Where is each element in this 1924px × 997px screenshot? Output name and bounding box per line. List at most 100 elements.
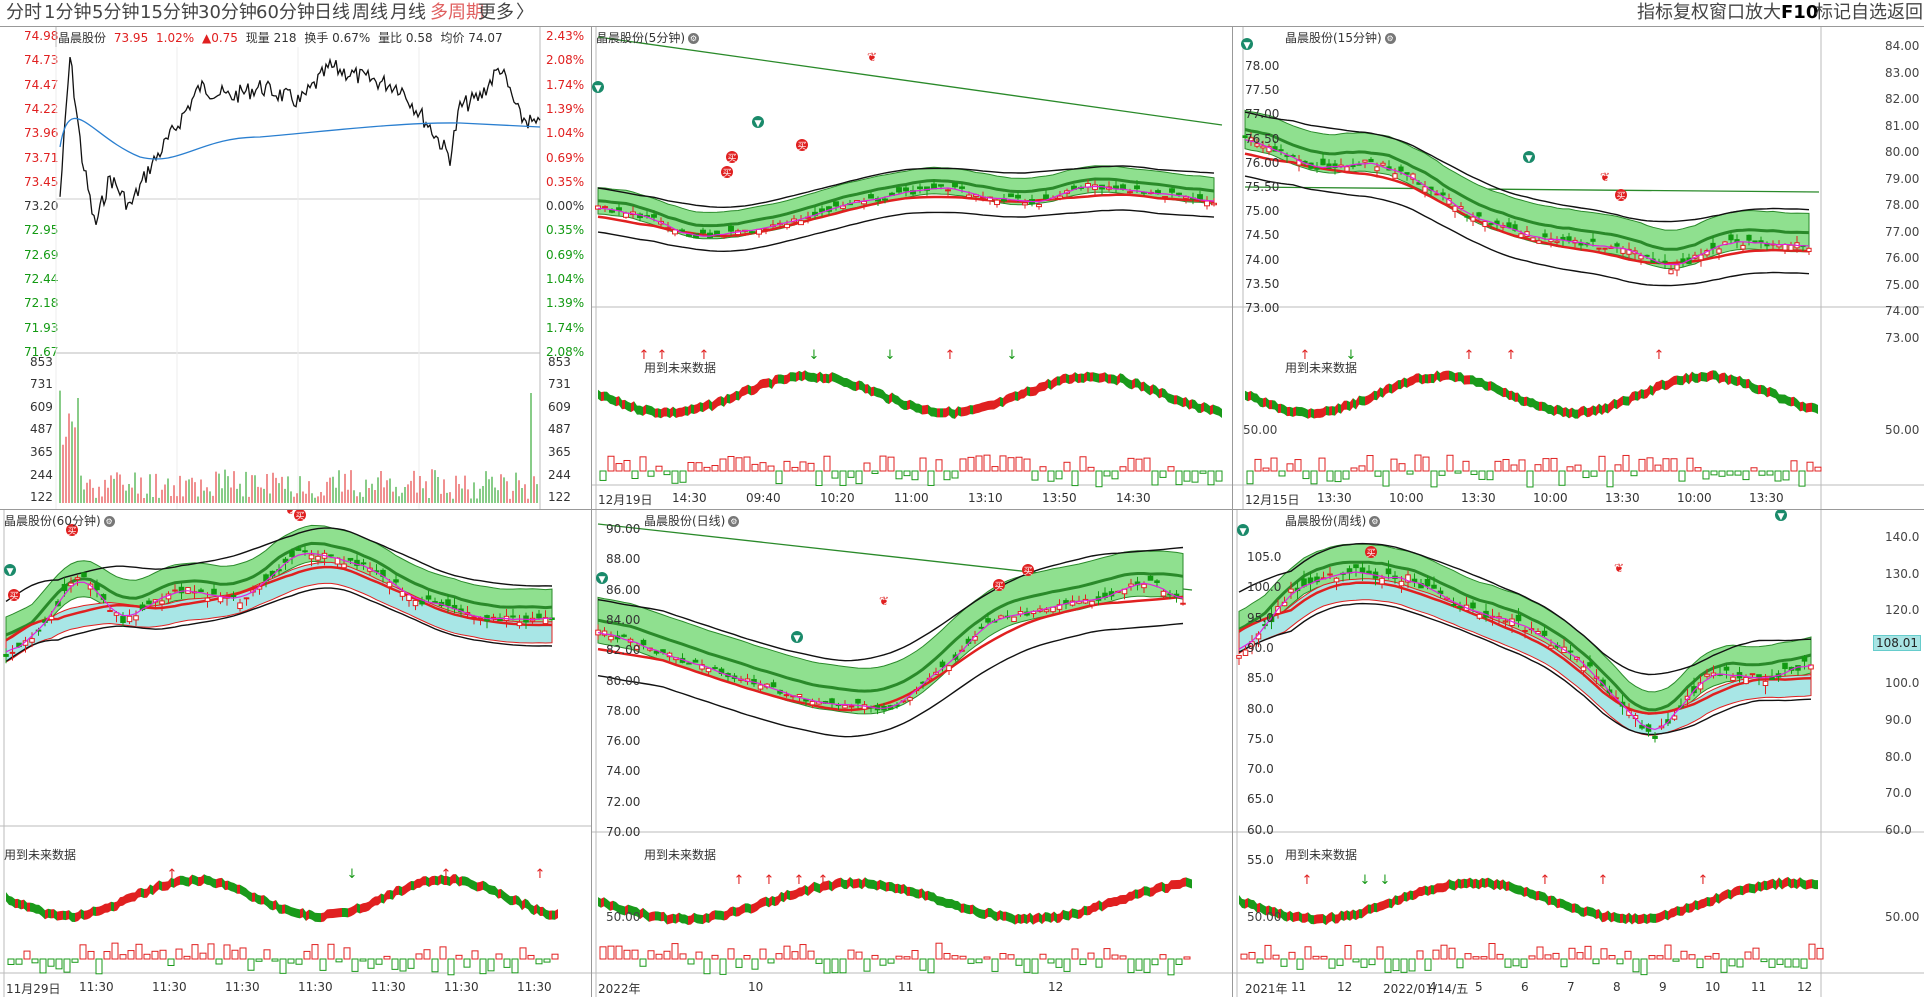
price-tick: 75.00 [1245, 204, 1280, 219]
pct-tick: 0.35% [546, 174, 585, 189]
price-tick: 90.0 [1885, 713, 1912, 727]
kline-panel-60min[interactable]: 晶晨股份(60分钟) ⚙ 买买买 ❦ ▼ ↑ ↓ ↑ ↑ 用到未来数据 11月29日 11:30… [0, 510, 591, 997]
svg-text:↓: ↓ [885, 348, 896, 363]
period-tab-week[interactable]: 周线 [352, 2, 388, 23]
settings-gear-icon[interactable]: ⚙ [688, 33, 699, 44]
settings-gear-icon[interactable]: ⚙ [1369, 516, 1381, 527]
settings-gear-icon[interactable]: ⚙ [728, 516, 740, 527]
period-tab-1min[interactable]: 1分钟 [44, 2, 92, 23]
svg-text:↑: ↑ [1598, 873, 1609, 888]
price-tick: 77.50 [1245, 83, 1280, 98]
price-tick: 74.00 [606, 764, 641, 779]
price-tick: 70.00 [606, 825, 641, 839]
toolbar-indicator-button[interactable]: 指标 [1637, 2, 1673, 23]
toolbar-scroll-right-icon[interactable]: 〉 [516, 2, 534, 23]
period-tab-day[interactable]: 日线 [314, 2, 350, 23]
toolbar-window-button[interactable]: 窗口 [1709, 2, 1745, 23]
intraday-panel[interactable]: 晶晨股份 73.95 1.02% ▲0.75 现量 218 换手 0.67% 量… [0, 27, 591, 509]
toolbar-watchlist-button[interactable]: 自选 [1851, 2, 1887, 23]
panel-title-week: 晶晨股份(周线) ⚙ [1285, 514, 1381, 528]
volume-tick: 122 [548, 490, 571, 504]
pct-tick: 1.04% [546, 126, 585, 141]
price-tick: 72.00 [606, 794, 641, 809]
price-tick: 84.00 [1885, 39, 1920, 53]
period-tab-fenshi[interactable]: 分时 [6, 2, 42, 23]
price-tick: 86.00 [606, 582, 641, 597]
future-data-label: 用到未来数据 [4, 848, 77, 862]
toolbar-zoom-button[interactable]: 放大 [1745, 2, 1781, 23]
svg-text:▼: ▼ [7, 567, 14, 577]
price-tick: 73.00 [1245, 301, 1280, 315]
pct-tick: 2.43% [546, 29, 585, 43]
toolbar-adjust-button[interactable]: 复权 [1673, 2, 1709, 23]
svg-text:↑: ↑ [1300, 348, 1311, 363]
price-tick: 88.00 [606, 552, 641, 567]
svg-text:↓: ↓ [809, 348, 820, 363]
price-tick: 85.0 [1247, 671, 1274, 686]
time-tick: 7 [1567, 980, 1575, 994]
price-tick: 71.93 [24, 320, 59, 335]
indicator-axis-right-15min: 50.00 [1885, 423, 1920, 437]
time-tick: 10 [1705, 980, 1721, 994]
grid-divider-row [0, 509, 1924, 510]
kline-panel-week[interactable]: 晶晨股份(周线) ⚙ ▼ 买 ❦ ▼ ↑ ↓ ↓ ↑ ↑ ↑ 用到未来数据 105.0 100.0 95… [1233, 510, 1924, 997]
kline-panel-day[interactable]: 晶晨股份(日线) ⚙ ▼ ▼ ❦ 买买 ↑ ↑ ↑ ↑ 用到未来数据 90.00 88.00 86.… [592, 510, 1232, 997]
svg-text:↑: ↑ [734, 873, 745, 888]
svg-text:❦: ❦ [285, 510, 295, 517]
time-tick: 9 [1659, 980, 1667, 994]
future-data-label: 用到未来数据 [644, 848, 717, 862]
svg-text:↓: ↓ [347, 867, 358, 882]
svg-text:↑: ↑ [1506, 348, 1517, 363]
future-data-label: 用到未来数据 [1285, 848, 1358, 862]
period-tab-15min[interactable]: 15分钟 [140, 2, 199, 23]
time-tick: 10:00 [1533, 491, 1568, 505]
stock-name: 晶晨股份 [58, 31, 107, 45]
price-tick: 78.00 [1885, 198, 1920, 212]
toolbar-back-button[interactable]: 返回 [1887, 2, 1923, 23]
panel-title-15min: 晶晨股份(15分钟) ⚙ [1285, 31, 1396, 45]
svg-text:↑: ↑ [1464, 348, 1475, 363]
time-tick: 12 [1048, 980, 1064, 994]
svg-text:↑: ↑ [764, 873, 775, 888]
pct-tick: 1.39% [546, 101, 585, 116]
indicator-axis-day: 50.00 [606, 910, 641, 924]
svg-text:买: 买 [295, 511, 304, 522]
period-toolbar: 分时 1分钟 5分钟 15分钟 30分钟 60分钟 日线 周线 月线 多周期 更… [0, 0, 1924, 27]
svg-text:↑: ↑ [699, 348, 710, 363]
time-tick: 2021年 [1245, 982, 1288, 996]
grid-divider-2 [1232, 26, 1233, 997]
toolbar-f10-button[interactable]: F10 [1781, 2, 1819, 23]
toolbar-mark-button[interactable]: 标记 [1815, 2, 1851, 23]
period-tab-multi[interactable]: 多周期 [430, 2, 484, 23]
price-tick: 74.73 [24, 53, 59, 68]
panel-title-day: 晶晨股份(日线) ⚙ [644, 514, 740, 528]
time-tick: 11:30 [444, 980, 479, 994]
svg-text:↑: ↑ [535, 867, 546, 882]
price-tick: 120.0 [1885, 603, 1920, 618]
pct-tick: 1.74% [546, 77, 585, 92]
period-tab-month[interactable]: 月线 [390, 2, 426, 23]
volume-tick: 609 [30, 400, 53, 414]
period-tab-30min[interactable]: 30分钟 [198, 2, 257, 23]
kline-panel-15min[interactable]: 晶晨股份(15分钟) ⚙ ▼ ▼ 买 ❦ ↑ ↓ ↑ ↑ ↑ 用到未来数据 78.00 77.50 7… [1233, 27, 1924, 509]
future-data-label: 用到未来数据 [1285, 361, 1358, 375]
price-tick: 83.00 [1885, 65, 1920, 80]
price-tick: 72.69 [24, 247, 59, 262]
price-label: 73.95 [113, 31, 149, 45]
time-tick: 13:30 [1749, 491, 1784, 505]
svg-text:▼: ▼ [794, 634, 801, 644]
settings-gear-icon[interactable]: ⚙ [103, 516, 115, 527]
price-tick: 81.00 [1885, 118, 1920, 133]
svg-text:↑: ↑ [167, 867, 178, 882]
settings-gear-icon[interactable]: ⚙ [1384, 33, 1396, 44]
svg-text:↑: ↑ [818, 873, 829, 888]
kline-panel-5min[interactable]: 晶晨股份(5分钟) ⚙ ▼ 买买买 ❦ ▼ ↑ ↑ ↑ ↓ ↓ ↑ ↓ 用到未来数据 12月19日 14… [592, 27, 1232, 509]
svg-text:↑: ↑ [1654, 348, 1665, 363]
period-tab-60min[interactable]: 60分钟 [256, 2, 315, 23]
period-tab-5min[interactable]: 5分钟 [92, 2, 140, 23]
period-tab-more[interactable]: 更多 [478, 2, 514, 23]
time-tick: 14:30 [1116, 491, 1151, 505]
change-label: ▲0.75 [201, 31, 238, 45]
svg-text:▼: ▼ [1778, 512, 1785, 522]
price-tick: 80.0 [1247, 701, 1274, 716]
